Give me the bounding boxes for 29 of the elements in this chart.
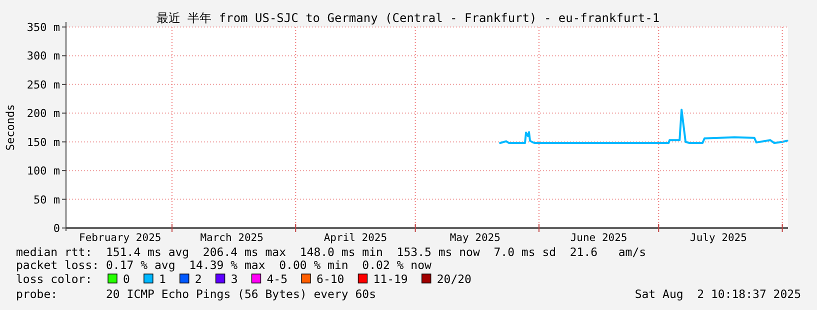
y-tick-label: 100 m [26, 164, 60, 178]
legend-label: 1 [158, 272, 166, 286]
legend-label: 0 [123, 272, 130, 286]
y-tick-label: 150 m [26, 136, 60, 149]
text: Sat Aug 2 10:18:37 2025 [634, 287, 801, 301]
legend-label: 20/20 [436, 272, 472, 286]
text: packet loss: 0.17 % avg 14.39 % max 0.00 % min 0.02 % now [16, 258, 432, 272]
legend-label: 4-5 [266, 272, 288, 286]
x-tick-label: July 2025 [690, 232, 747, 244]
y-tick-label: 300 m [26, 50, 60, 63]
y-tick-label: 350 m [26, 21, 60, 34]
x-tick-label: April 2025 [324, 232, 388, 244]
text: median rtt: 151.4 ms avg 206.4 ms max 148.0 ms min 153.5 ms now 7.0 ms sd 21.6 am/s [16, 245, 646, 259]
chart-title: 最近 半年 from US-SJC to Germany (Central - Frankfurt) - eu-frankfurt-1 [156, 11, 660, 25]
y-tick-label: 200 m [26, 107, 60, 120]
legend-label: 11-19 [373, 272, 408, 286]
legend-label: 6-10 [316, 272, 344, 286]
legend-label: 3 [230, 272, 238, 286]
text: probe: 20 ICMP Echo Pings (56 Bytes) every 60s [16, 287, 376, 301]
legend-label: 2 [194, 272, 202, 286]
x-tick-label: May 2025 [450, 232, 500, 244]
y-tick-label: 50 m [34, 193, 60, 206]
y-tick-label: 250 m [26, 78, 60, 92]
y-axis-title: Seconds [4, 104, 17, 151]
x-tick-label: March 2025 [200, 232, 264, 244]
y-tick-label: 0 [53, 222, 60, 235]
legend-title: loss color: [16, 272, 92, 286]
x-tick-label: February 2025 [79, 232, 162, 244]
x-tick-label: June 2025 [570, 232, 628, 244]
